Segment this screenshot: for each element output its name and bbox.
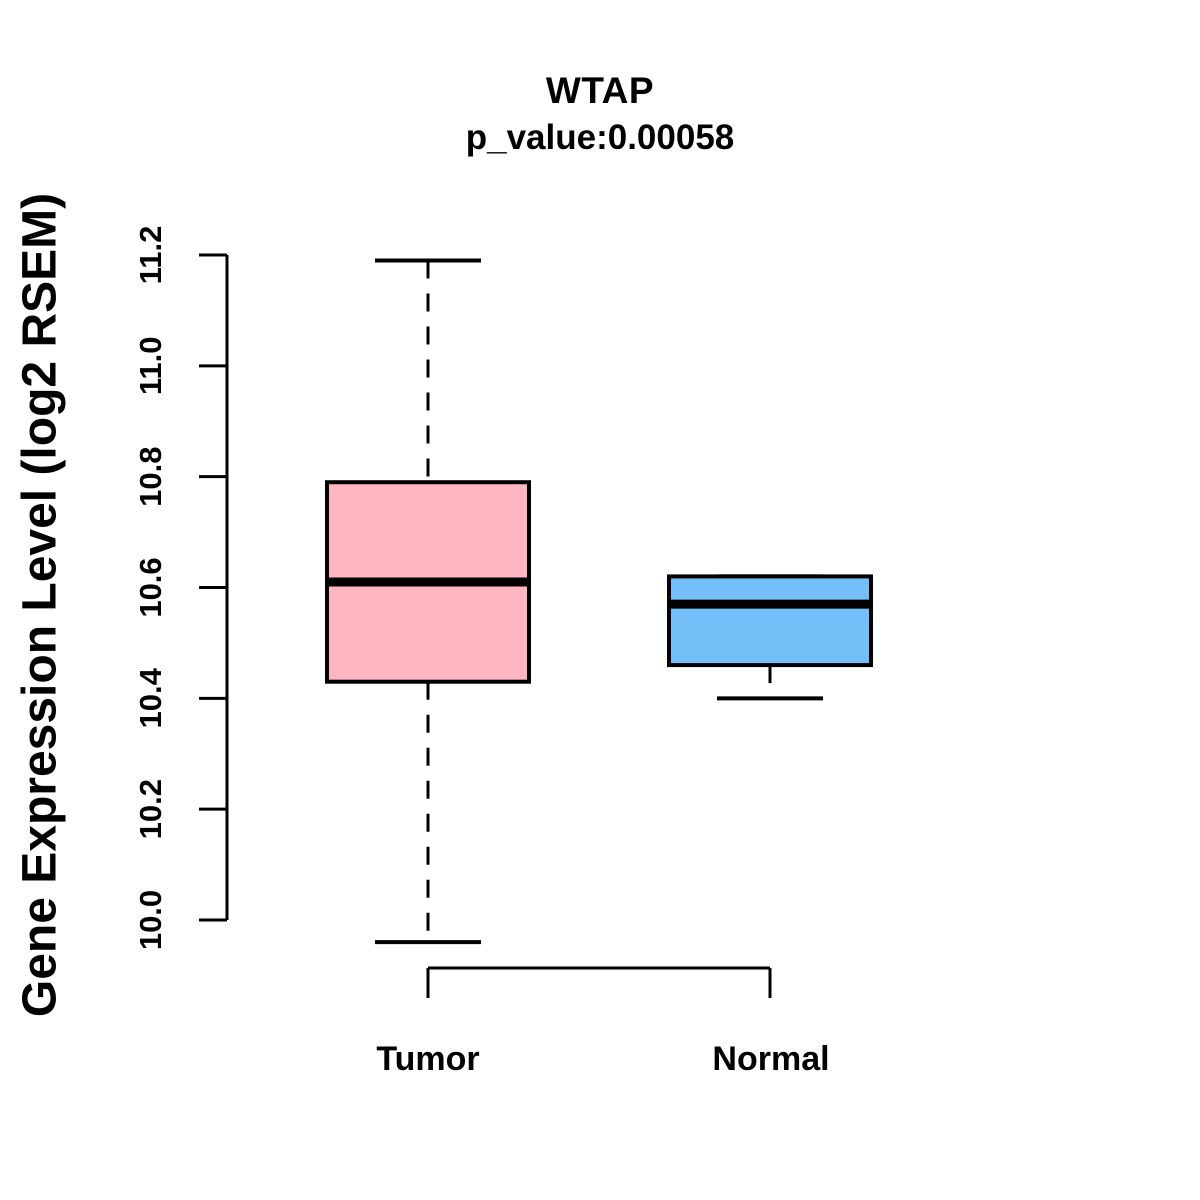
y-tick-label: 10.6: [133, 557, 168, 617]
y-tick-label: 10.8: [133, 446, 168, 506]
y-tick-label: 10.4: [133, 667, 168, 728]
y-tick-label: 11.2: [133, 226, 168, 285]
y-tick-label: 11.0: [133, 337, 168, 396]
x-tick-label-tumor: Tumor: [376, 1040, 480, 1078]
y-tick-label: 10.2: [133, 779, 168, 839]
chart-title: WTAP: [545, 70, 655, 111]
box-normal: [667, 574, 873, 668]
x-tick-label-normal: Normal: [712, 1040, 830, 1078]
chart-subtitle-pvalue: p_value:0.00058: [465, 118, 735, 157]
y-tick-label: 10.0: [133, 890, 168, 950]
